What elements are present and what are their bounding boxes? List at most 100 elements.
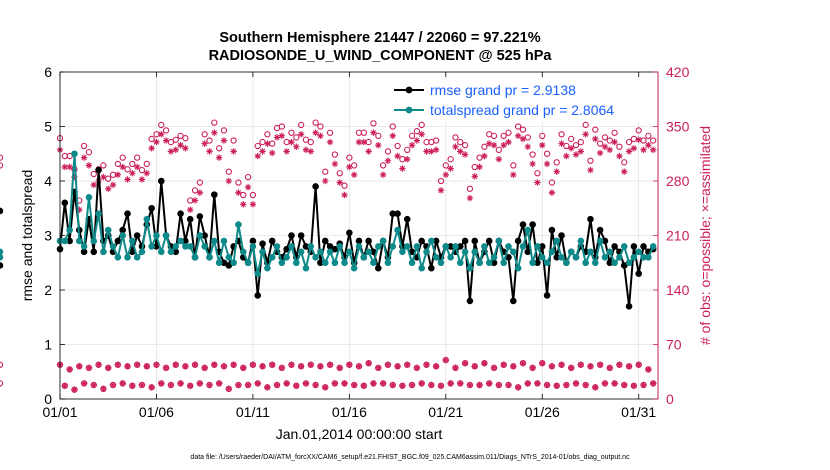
obs-assimilated-point bbox=[278, 364, 286, 372]
legend-entry-rmse: rmse grand pr = 2.9138 bbox=[430, 82, 576, 98]
obs-assimilated-point bbox=[124, 176, 131, 183]
obs-assimilated-point bbox=[365, 359, 372, 367]
totalspread-point bbox=[153, 232, 160, 239]
obs-possible-point bbox=[0, 154, 4, 161]
obs-assimilated-point bbox=[635, 136, 642, 143]
x-tick-label: 01/06 bbox=[139, 404, 174, 420]
rmse-point bbox=[365, 237, 372, 245]
rmse-point bbox=[640, 243, 647, 250]
rmse-point bbox=[471, 237, 479, 245]
obs-possible-point bbox=[100, 162, 107, 169]
totalspread-point bbox=[85, 194, 93, 201]
obs-assimilated-point bbox=[476, 163, 483, 171]
totalspread-point bbox=[587, 248, 594, 256]
totalspread-point bbox=[437, 259, 445, 267]
obs-assimilated-point bbox=[105, 364, 112, 372]
obs-assimilated-point bbox=[288, 138, 295, 146]
obs-assimilated-point bbox=[360, 382, 368, 389]
totalspread-point bbox=[254, 270, 262, 277]
obs-possible-point bbox=[625, 138, 633, 146]
totalspread-point bbox=[172, 243, 180, 250]
obs-assimilated-point bbox=[133, 163, 141, 171]
obs-possible-point bbox=[452, 134, 459, 141]
obs-assimilated-point bbox=[563, 152, 570, 160]
obs-possible-point bbox=[360, 129, 367, 136]
totalspread-point bbox=[307, 243, 315, 250]
totalspread-point bbox=[331, 259, 339, 267]
obs-assimilated-point bbox=[596, 149, 604, 157]
obs-assimilated-point bbox=[302, 380, 310, 387]
obs-possible-point bbox=[119, 154, 126, 161]
obs-assimilated-point bbox=[375, 364, 382, 372]
obs-assimilated-point bbox=[167, 148, 175, 155]
rmse-point bbox=[635, 270, 643, 277]
obs-assimilated-point bbox=[196, 380, 204, 387]
obs-assimilated-point bbox=[596, 361, 604, 368]
obs-assimilated-point bbox=[158, 131, 165, 138]
obs-assimilated-point bbox=[109, 181, 117, 189]
obs-assimilated-point bbox=[505, 138, 512, 146]
obs-possible-point bbox=[408, 132, 416, 139]
obs-assimilated-point bbox=[611, 380, 618, 387]
rmse-point bbox=[254, 292, 262, 299]
rmse-point bbox=[331, 245, 339, 253]
obs-assimilated-point bbox=[336, 364, 343, 372]
obs-assimilated-point bbox=[510, 171, 517, 178]
obs-possible-point bbox=[370, 120, 377, 127]
totalspread-point bbox=[109, 243, 117, 250]
rmse-point bbox=[611, 243, 618, 250]
totalspread-point bbox=[350, 264, 358, 272]
totalspread-point bbox=[452, 243, 459, 250]
obs-assimilated-point bbox=[452, 143, 459, 150]
obs-assimilated-point bbox=[283, 148, 290, 155]
obs-assimilated-point bbox=[66, 366, 73, 373]
obs-possible-point bbox=[225, 168, 232, 175]
obs-assimilated-point bbox=[621, 381, 628, 389]
totalspread-point bbox=[553, 237, 561, 245]
obs-assimilated-point bbox=[61, 163, 69, 171]
obs-assimilated-point bbox=[582, 381, 589, 389]
y-tick-label-right: 140 bbox=[666, 282, 690, 298]
obs-assimilated-point bbox=[211, 129, 218, 136]
obs-possible-point bbox=[611, 129, 618, 136]
obs-assimilated-point bbox=[519, 359, 527, 367]
obs-possible-point bbox=[124, 166, 131, 173]
y-tick-label-right: 350 bbox=[666, 119, 690, 135]
obs-assimilated-point bbox=[548, 363, 556, 370]
obs-assimilated-point bbox=[442, 171, 450, 178]
obs-assimilated-point bbox=[167, 381, 175, 389]
obs-possible-point bbox=[0, 380, 4, 387]
totalspread-point bbox=[466, 264, 474, 272]
obs-assimilated-point bbox=[587, 363, 594, 370]
obs-possible-point bbox=[211, 119, 218, 126]
rmse-point bbox=[177, 210, 184, 217]
obs-assimilated-point bbox=[182, 145, 189, 152]
obs-assimilated-point bbox=[379, 380, 387, 387]
y-tick-label-left: 2 bbox=[44, 282, 52, 298]
totalspread-point bbox=[374, 243, 382, 250]
obs-assimilated-point bbox=[621, 168, 628, 175]
obs-assimilated-point bbox=[177, 141, 184, 149]
rmse-point bbox=[558, 232, 565, 239]
obs-possible-point bbox=[457, 138, 464, 146]
totalspread-point bbox=[442, 243, 450, 250]
rmse-point bbox=[466, 297, 474, 305]
totalspread-point bbox=[365, 248, 372, 256]
obs-possible-point bbox=[162, 127, 170, 134]
rmse-point bbox=[321, 237, 329, 245]
obs-assimilated-point bbox=[630, 382, 638, 389]
y-tick-label-left: 6 bbox=[44, 64, 52, 80]
obs-assimilated-point bbox=[268, 361, 276, 368]
totalspread-point bbox=[249, 243, 257, 250]
obs-possible-point bbox=[346, 154, 353, 161]
totalspread-point bbox=[162, 232, 170, 239]
obs-assimilated-point bbox=[399, 382, 406, 389]
obs-possible-point bbox=[297, 121, 305, 129]
totalspread-point bbox=[485, 259, 493, 267]
obs-assimilated-point bbox=[129, 382, 136, 389]
rmse-point bbox=[428, 264, 435, 272]
x-tick-label: 01/31 bbox=[621, 404, 656, 420]
obs-assimilated-point bbox=[418, 131, 425, 138]
obs-assimilated-point bbox=[524, 380, 531, 387]
obs-assimilated-point bbox=[211, 361, 218, 368]
